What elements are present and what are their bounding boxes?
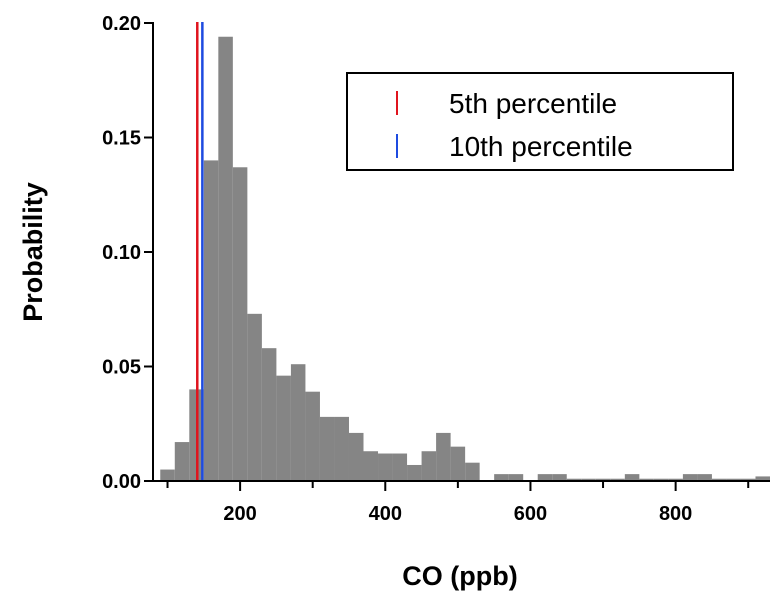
histogram-bar [276, 375, 291, 481]
histogram-bar [247, 313, 262, 481]
histogram-bar [160, 469, 175, 481]
histogram-bar [407, 464, 422, 481]
histogram-bar [218, 36, 233, 482]
histogram-bar [378, 453, 393, 481]
histogram-bar [595, 478, 611, 481]
y-tick-label: 0.20 [102, 13, 141, 35]
histogram-bar [232, 167, 248, 481]
x-axis-title: CO (ppb) [402, 561, 517, 591]
histogram-bar [668, 478, 683, 481]
histogram-bar [450, 446, 466, 481]
legend-box [346, 72, 734, 171]
x-tick-label: 600 [514, 503, 547, 525]
histogram-bar [610, 478, 625, 481]
histogram-bar [392, 453, 408, 481]
histogram-bar [290, 364, 306, 481]
histogram-bar [363, 451, 379, 481]
histogram-bar [552, 474, 567, 481]
histogram-bar [624, 474, 640, 481]
y-tick-label: 0.00 [102, 471, 141, 493]
histogram-bar [537, 474, 553, 481]
bars-layer [160, 36, 770, 482]
histogram-bar [348, 432, 364, 481]
histogram-bar [305, 391, 320, 481]
x-tick-label: 200 [223, 503, 256, 525]
y-tick-label: 0.15 [102, 128, 141, 150]
histogram-bar [436, 432, 451, 481]
y-axis-title: Probability [18, 182, 48, 322]
histogram-bar [740, 478, 756, 481]
histogram-bar [421, 451, 437, 481]
histogram-bar [494, 474, 509, 481]
y-tick-label: 0.05 [102, 357, 141, 379]
axes-layer: 0.00 0.05 0.10 0.15 0.20 200 400 600 800 [102, 13, 770, 525]
histogram-bar [653, 478, 669, 481]
legend: 5th percentile 10th percentile [346, 72, 734, 171]
legend-label: 5th percentile [449, 88, 617, 119]
histogram-bar [203, 160, 219, 481]
histogram-bar [697, 474, 712, 481]
histogram-bar [639, 478, 654, 481]
histogram-bar [581, 478, 596, 481]
histogram-bar [334, 416, 349, 481]
x-tick-label: 800 [659, 503, 692, 525]
histogram-bar [261, 348, 277, 481]
histogram-bar [174, 442, 190, 481]
histogram-bar [508, 474, 524, 481]
percentile-lines-layer [196, 22, 204, 481]
histogram-bar [566, 478, 582, 481]
histogram-bar [711, 478, 727, 481]
histogram-bar [465, 462, 480, 481]
histogram-bar [755, 476, 770, 481]
x-tick-label: 400 [369, 503, 402, 525]
histogram-bar [319, 416, 335, 481]
histogram-bar [682, 474, 698, 481]
y-tick-label: 0.10 [102, 242, 141, 264]
histogram-bar [726, 478, 741, 481]
legend-label: 10th percentile [449, 131, 633, 162]
